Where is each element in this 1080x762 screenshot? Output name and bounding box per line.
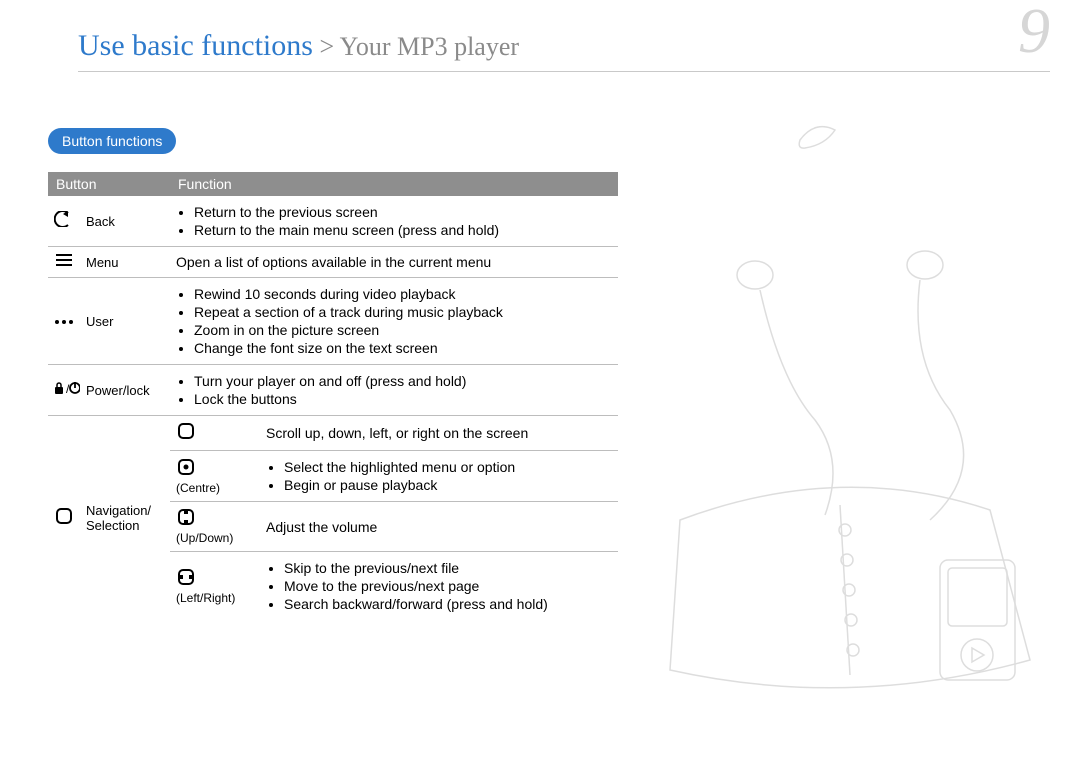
- table-row: Back Return to the previous screen Retur…: [48, 196, 618, 247]
- page-number: 9: [1018, 0, 1050, 63]
- table-row: / Power/lock Turn your player on and off…: [48, 365, 618, 416]
- user-function: Rewind 10 seconds during video playback …: [170, 278, 618, 365]
- sub-row: (Left/Right) Skip to the previous/next f…: [170, 552, 618, 621]
- list-item: Change the font size on the text screen: [194, 340, 612, 356]
- decorative-illustration: [640, 110, 1060, 710]
- power-function: Turn your player on and off (press and h…: [170, 365, 618, 416]
- breadcrumb: Use basic functions > Your MP3 player: [78, 29, 519, 63]
- dpad-icon: [176, 422, 196, 444]
- col-function: Function: [170, 172, 618, 196]
- list-item: Turn your player on and off (press and h…: [194, 373, 612, 389]
- leftright-sublabel: (Left/Right): [176, 591, 235, 605]
- list-item: Repeat a section of a track during music…: [194, 304, 612, 320]
- back-icon: [48, 196, 80, 247]
- breadcrumb-main: Use basic functions: [78, 29, 313, 62]
- menu-label: Menu: [80, 247, 170, 278]
- menu-function: Open a list of options available in the …: [170, 247, 618, 278]
- user-icon: [48, 278, 80, 365]
- navigation-icon: [48, 416, 80, 621]
- list-item: Return to the previous screen: [194, 204, 612, 220]
- list-item: Return to the main menu screen (press an…: [194, 222, 612, 238]
- power-lock-icon: /: [48, 365, 80, 416]
- leftright-function: Skip to the previous/next file Move to t…: [260, 552, 618, 621]
- list-item: Search backward/forward (press and hold): [284, 596, 612, 612]
- button-functions-table: Button Function Back Return to the previ…: [48, 172, 618, 620]
- breadcrumb-separator: >: [313, 32, 340, 61]
- list-item: Rewind 10 seconds during video playback: [194, 286, 612, 302]
- menu-icon: [48, 247, 80, 278]
- updown-text: Adjust the volume: [260, 502, 618, 552]
- list-item: Skip to the previous/next file: [284, 560, 612, 576]
- power-label: Power/lock: [80, 365, 170, 416]
- sub-row: Scroll up, down, left, or right on the s…: [170, 416, 618, 451]
- table-row: User Rewind 10 seconds during video play…: [48, 278, 618, 365]
- user-label: User: [80, 278, 170, 365]
- table-row: Navigation/ Selection Scroll up, down, l…: [48, 416, 618, 621]
- scroll-text: Scroll up, down, left, or right on the s…: [260, 416, 618, 451]
- navigation-subtable: Scroll up, down, left, or right on the s…: [170, 416, 618, 620]
- centre-icon: [176, 458, 196, 480]
- list-item: Lock the buttons: [194, 391, 612, 407]
- centre-sublabel: (Centre): [176, 481, 220, 495]
- col-button: Button: [48, 172, 170, 196]
- list-item: Select the highlighted menu or option: [284, 459, 612, 475]
- table-header-row: Button Function: [48, 172, 618, 196]
- sub-row: (Centre) Select the highlighted menu or …: [170, 451, 618, 502]
- back-label: Back: [80, 196, 170, 247]
- breadcrumb-sub: Your MP3 player: [340, 32, 519, 61]
- updown-sublabel: (Up/Down): [176, 531, 233, 545]
- page-header: Use basic functions > Your MP3 player 9: [78, 18, 1050, 72]
- content-area: Button functions Button Function Back Re…: [48, 128, 618, 620]
- section-pill: Button functions: [48, 128, 176, 154]
- updown-icon: [176, 508, 196, 530]
- sub-row: (Up/Down) Adjust the volume: [170, 502, 618, 552]
- list-item: Zoom in on the picture screen: [194, 322, 612, 338]
- list-item: Begin or pause playback: [284, 477, 612, 493]
- table-row: Menu Open a list of options available in…: [48, 247, 618, 278]
- leftright-icon: [176, 568, 196, 590]
- list-item: Move to the previous/next page: [284, 578, 612, 594]
- navigation-label: Navigation/ Selection: [80, 416, 170, 621]
- back-function: Return to the previous screen Return to …: [170, 196, 618, 247]
- centre-function: Select the highlighted menu or option Be…: [260, 451, 618, 502]
